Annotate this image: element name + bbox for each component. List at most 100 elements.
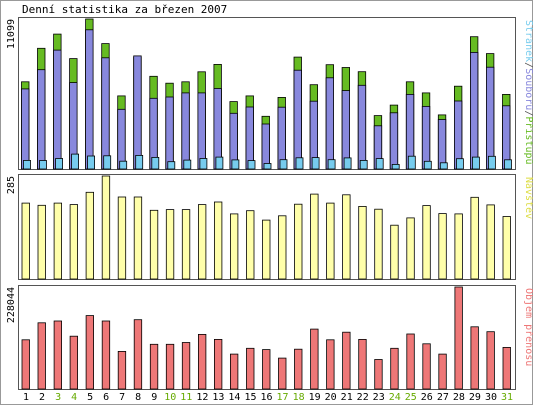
x-tick-label-day-11: 11 xyxy=(180,392,192,403)
bar-stranek-day-11 xyxy=(183,159,192,170)
bar-visits-day-17 xyxy=(278,215,287,280)
bar-souboru-day-5 xyxy=(85,29,94,170)
bar-stranek-day-17 xyxy=(279,159,288,170)
x-tick-label-day-19: 19 xyxy=(309,392,321,403)
bar-bytes-day-22 xyxy=(358,338,367,390)
bar-souboru-day-10 xyxy=(165,96,174,170)
bar-bytes-day-7 xyxy=(117,350,127,390)
bar-visits-day-24 xyxy=(390,224,399,280)
x-tick-label-day-3: 3 xyxy=(55,392,61,403)
panel-bytes: 228044 Objem přenosu xyxy=(6,285,533,390)
panel-bytes-legend-part-0: Objem přenosu xyxy=(523,288,533,366)
bar-stranek-day-14 xyxy=(231,159,240,170)
bar-bytes-day-13 xyxy=(213,338,223,390)
bar-stranek-day-31 xyxy=(504,159,512,170)
x-tick-label-day-1: 1 xyxy=(23,392,29,403)
bar-bytes-day-16 xyxy=(262,349,271,390)
bar-bytes-day-15 xyxy=(246,347,255,390)
bar-stranek-day-3 xyxy=(55,158,63,170)
bar-souboru-day-16 xyxy=(261,123,270,170)
bar-souboru-day-2 xyxy=(37,69,46,170)
bar-bytes-day-17 xyxy=(278,357,287,390)
bar-souboru-day-12 xyxy=(197,92,206,170)
bar-bytes-day-25 xyxy=(406,333,415,390)
bar-visits-day-4 xyxy=(69,204,78,280)
bar-visits-day-27 xyxy=(438,213,447,280)
bar-bytes-day-10 xyxy=(165,343,175,390)
x-tick-label-day-4: 4 xyxy=(71,392,77,403)
bar-bytes-day-5 xyxy=(85,315,94,390)
bar-visits-day-9 xyxy=(149,209,159,280)
bar-visits-day-1 xyxy=(21,202,30,280)
bar-visits-day-21 xyxy=(342,194,351,280)
x-tick-label-day-25: 25 xyxy=(405,392,417,403)
x-tick-label-day-27: 27 xyxy=(437,392,449,403)
bar-souboru-day-26 xyxy=(421,106,431,170)
bar-visits-day-6 xyxy=(101,175,111,280)
bar-visits-day-8 xyxy=(133,196,143,280)
bar-souboru-day-7 xyxy=(117,108,126,170)
bar-visits-day-11 xyxy=(181,209,191,280)
bar-stranek-day-2 xyxy=(39,160,47,170)
bar-bytes-day-9 xyxy=(149,343,159,390)
bar-stranek-day-13 xyxy=(215,156,224,170)
bar-stranek-day-6 xyxy=(103,155,112,170)
bar-stranek-day-27 xyxy=(439,162,448,170)
x-tick-label-day-6: 6 xyxy=(103,392,109,403)
bar-bytes-day-11 xyxy=(181,342,191,390)
bar-stranek-day-19 xyxy=(311,157,320,170)
x-tick-label-day-18: 18 xyxy=(293,392,305,403)
bar-stranek-day-25 xyxy=(407,155,416,170)
x-tick-label-day-10: 10 xyxy=(164,392,176,403)
bar-bytes-day-26 xyxy=(422,343,431,390)
x-tick-label-day-12: 12 xyxy=(196,392,208,403)
bar-visits-day-7 xyxy=(117,196,127,280)
bar-bytes-day-30 xyxy=(486,331,495,390)
bar-souboru-day-6 xyxy=(101,57,110,170)
bar-stranek-day-10 xyxy=(167,161,176,170)
bar-bytes-day-27 xyxy=(438,353,447,390)
bar-souboru-day-29 xyxy=(469,52,479,170)
x-tick-label-day-26: 26 xyxy=(421,392,433,403)
bar-visits-day-22 xyxy=(358,205,367,280)
bar-souboru-day-24 xyxy=(389,112,399,170)
bar-stranek-day-7 xyxy=(119,160,128,170)
bar-bytes-day-8 xyxy=(133,319,143,390)
panel-hits-legend-part-2: Souborů xyxy=(523,68,533,110)
bar-stranek-day-4 xyxy=(71,153,79,170)
bar-bytes-day-2 xyxy=(37,322,46,390)
x-tick-label-day-21: 21 xyxy=(341,392,353,403)
bar-stranek-day-24 xyxy=(391,163,400,170)
x-tick-label-day-13: 13 xyxy=(212,392,224,403)
bar-stranek-day-18 xyxy=(295,157,304,170)
x-tick-label-day-8: 8 xyxy=(135,392,141,403)
chart-title: Denní statistika za březen 2007 xyxy=(22,3,227,16)
panel-hits-legend-part-0: Stránek xyxy=(523,20,533,62)
x-tick-label-day-30: 30 xyxy=(485,392,497,403)
bar-visits-day-5 xyxy=(85,191,94,280)
bar-stranek-day-22 xyxy=(359,159,368,170)
bar-bytes-day-24 xyxy=(390,347,399,390)
panel-hits-legend-part-1: / xyxy=(523,62,533,68)
bar-stranek-day-12 xyxy=(199,158,208,170)
bar-stranek-day-23 xyxy=(375,158,384,170)
bar-bytes-day-19 xyxy=(310,328,319,390)
x-tick-label-day-20: 20 xyxy=(325,392,337,403)
x-tick-label-day-29: 29 xyxy=(469,392,481,403)
bar-visits-day-15 xyxy=(246,210,255,280)
x-tick-label-day-24: 24 xyxy=(389,392,401,403)
bar-souboru-day-3 xyxy=(53,49,62,170)
bar-stranek-day-26 xyxy=(423,160,432,170)
bar-visits-day-30 xyxy=(486,204,495,280)
bar-bytes-day-21 xyxy=(342,331,351,390)
panel-bytes-legend: Objem přenosu xyxy=(523,288,533,366)
x-tick-label-day-28: 28 xyxy=(453,392,465,403)
x-tick-label-day-31: 31 xyxy=(501,392,513,403)
bar-visits-day-16 xyxy=(262,219,271,280)
bar-souboru-day-21 xyxy=(341,90,351,170)
panel-bytes-ymax-label: 228044 xyxy=(6,287,17,323)
bar-souboru-day-27 xyxy=(437,119,447,170)
